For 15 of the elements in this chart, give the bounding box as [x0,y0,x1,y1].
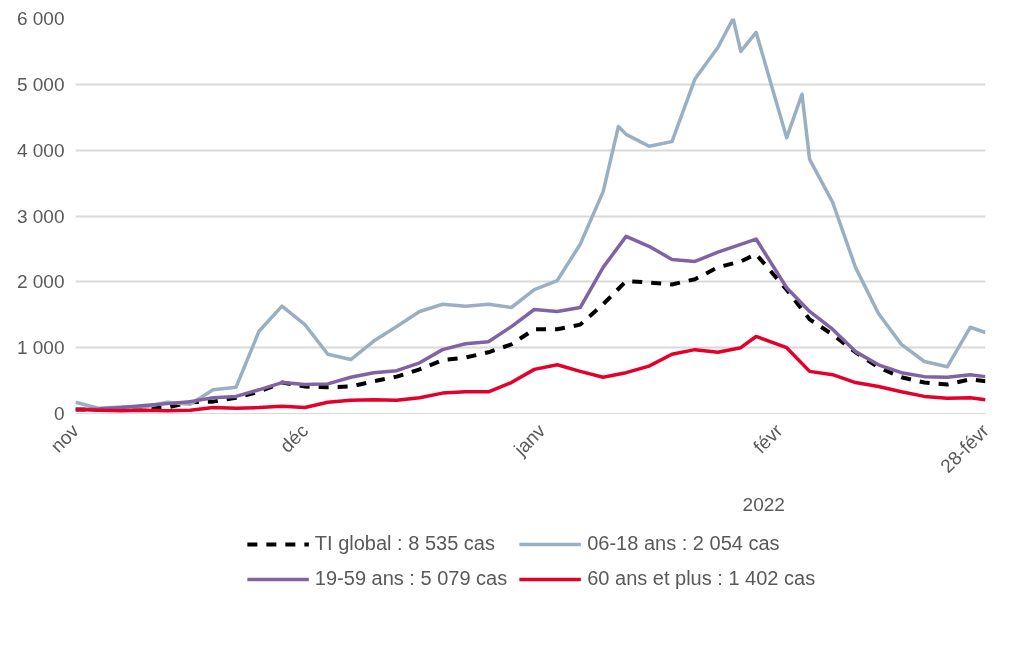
x-tick-label: déc [275,420,313,457]
y-tick-label: 2 000 [16,271,65,293]
y-tick-label: 6 000 [16,8,65,29]
y-tick-label: 5 000 [16,73,65,95]
y-tick-label: 4 000 [16,139,65,161]
y-tick-label: 1 000 [16,337,65,359]
text: 2022 [742,493,785,515]
legend-label: 60 ans et plus : 1 402 cas [587,567,816,590]
line-series [75,334,986,413]
line-series [75,18,986,410]
y-tick-label: 3 000 [16,205,65,227]
legend-label: 19-59 ans : 5 079 cas [314,567,508,590]
x-tick-label: févr [749,419,787,458]
legend-label: 06-18 ans : 2 054 cas [587,532,780,555]
legend-label: TI global : 8 535 cas [314,532,495,555]
